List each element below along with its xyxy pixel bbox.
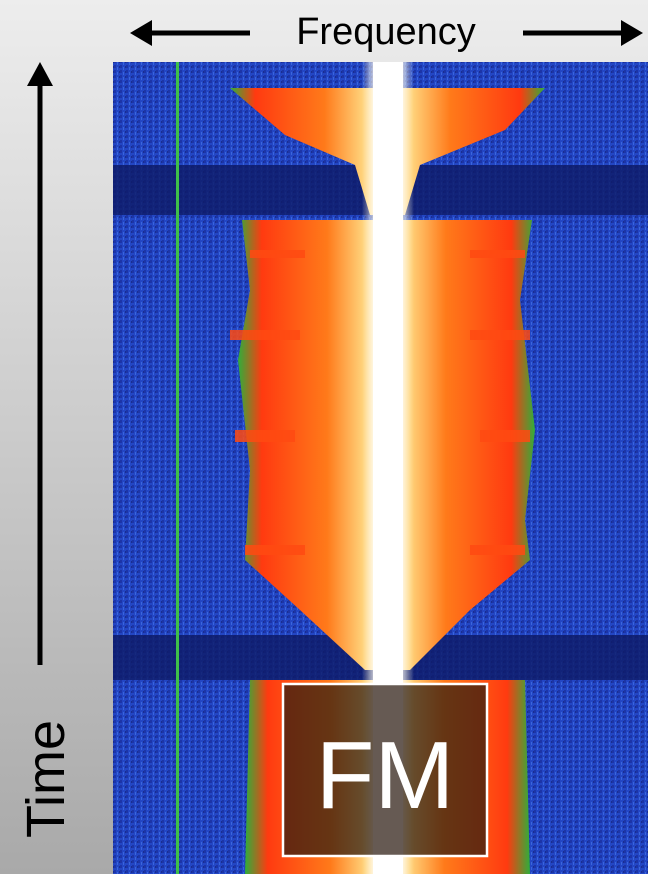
carrier-line	[176, 62, 179, 874]
time-label: Time	[16, 720, 76, 838]
figure: Frequency Time FM	[0, 0, 648, 874]
page: {"header": {"frequency_label": "Frequenc…	[0, 0, 648, 874]
frequency-label: Frequency	[296, 11, 476, 53]
fm-label: FM	[316, 722, 455, 829]
fm-box: FM	[283, 684, 487, 856]
